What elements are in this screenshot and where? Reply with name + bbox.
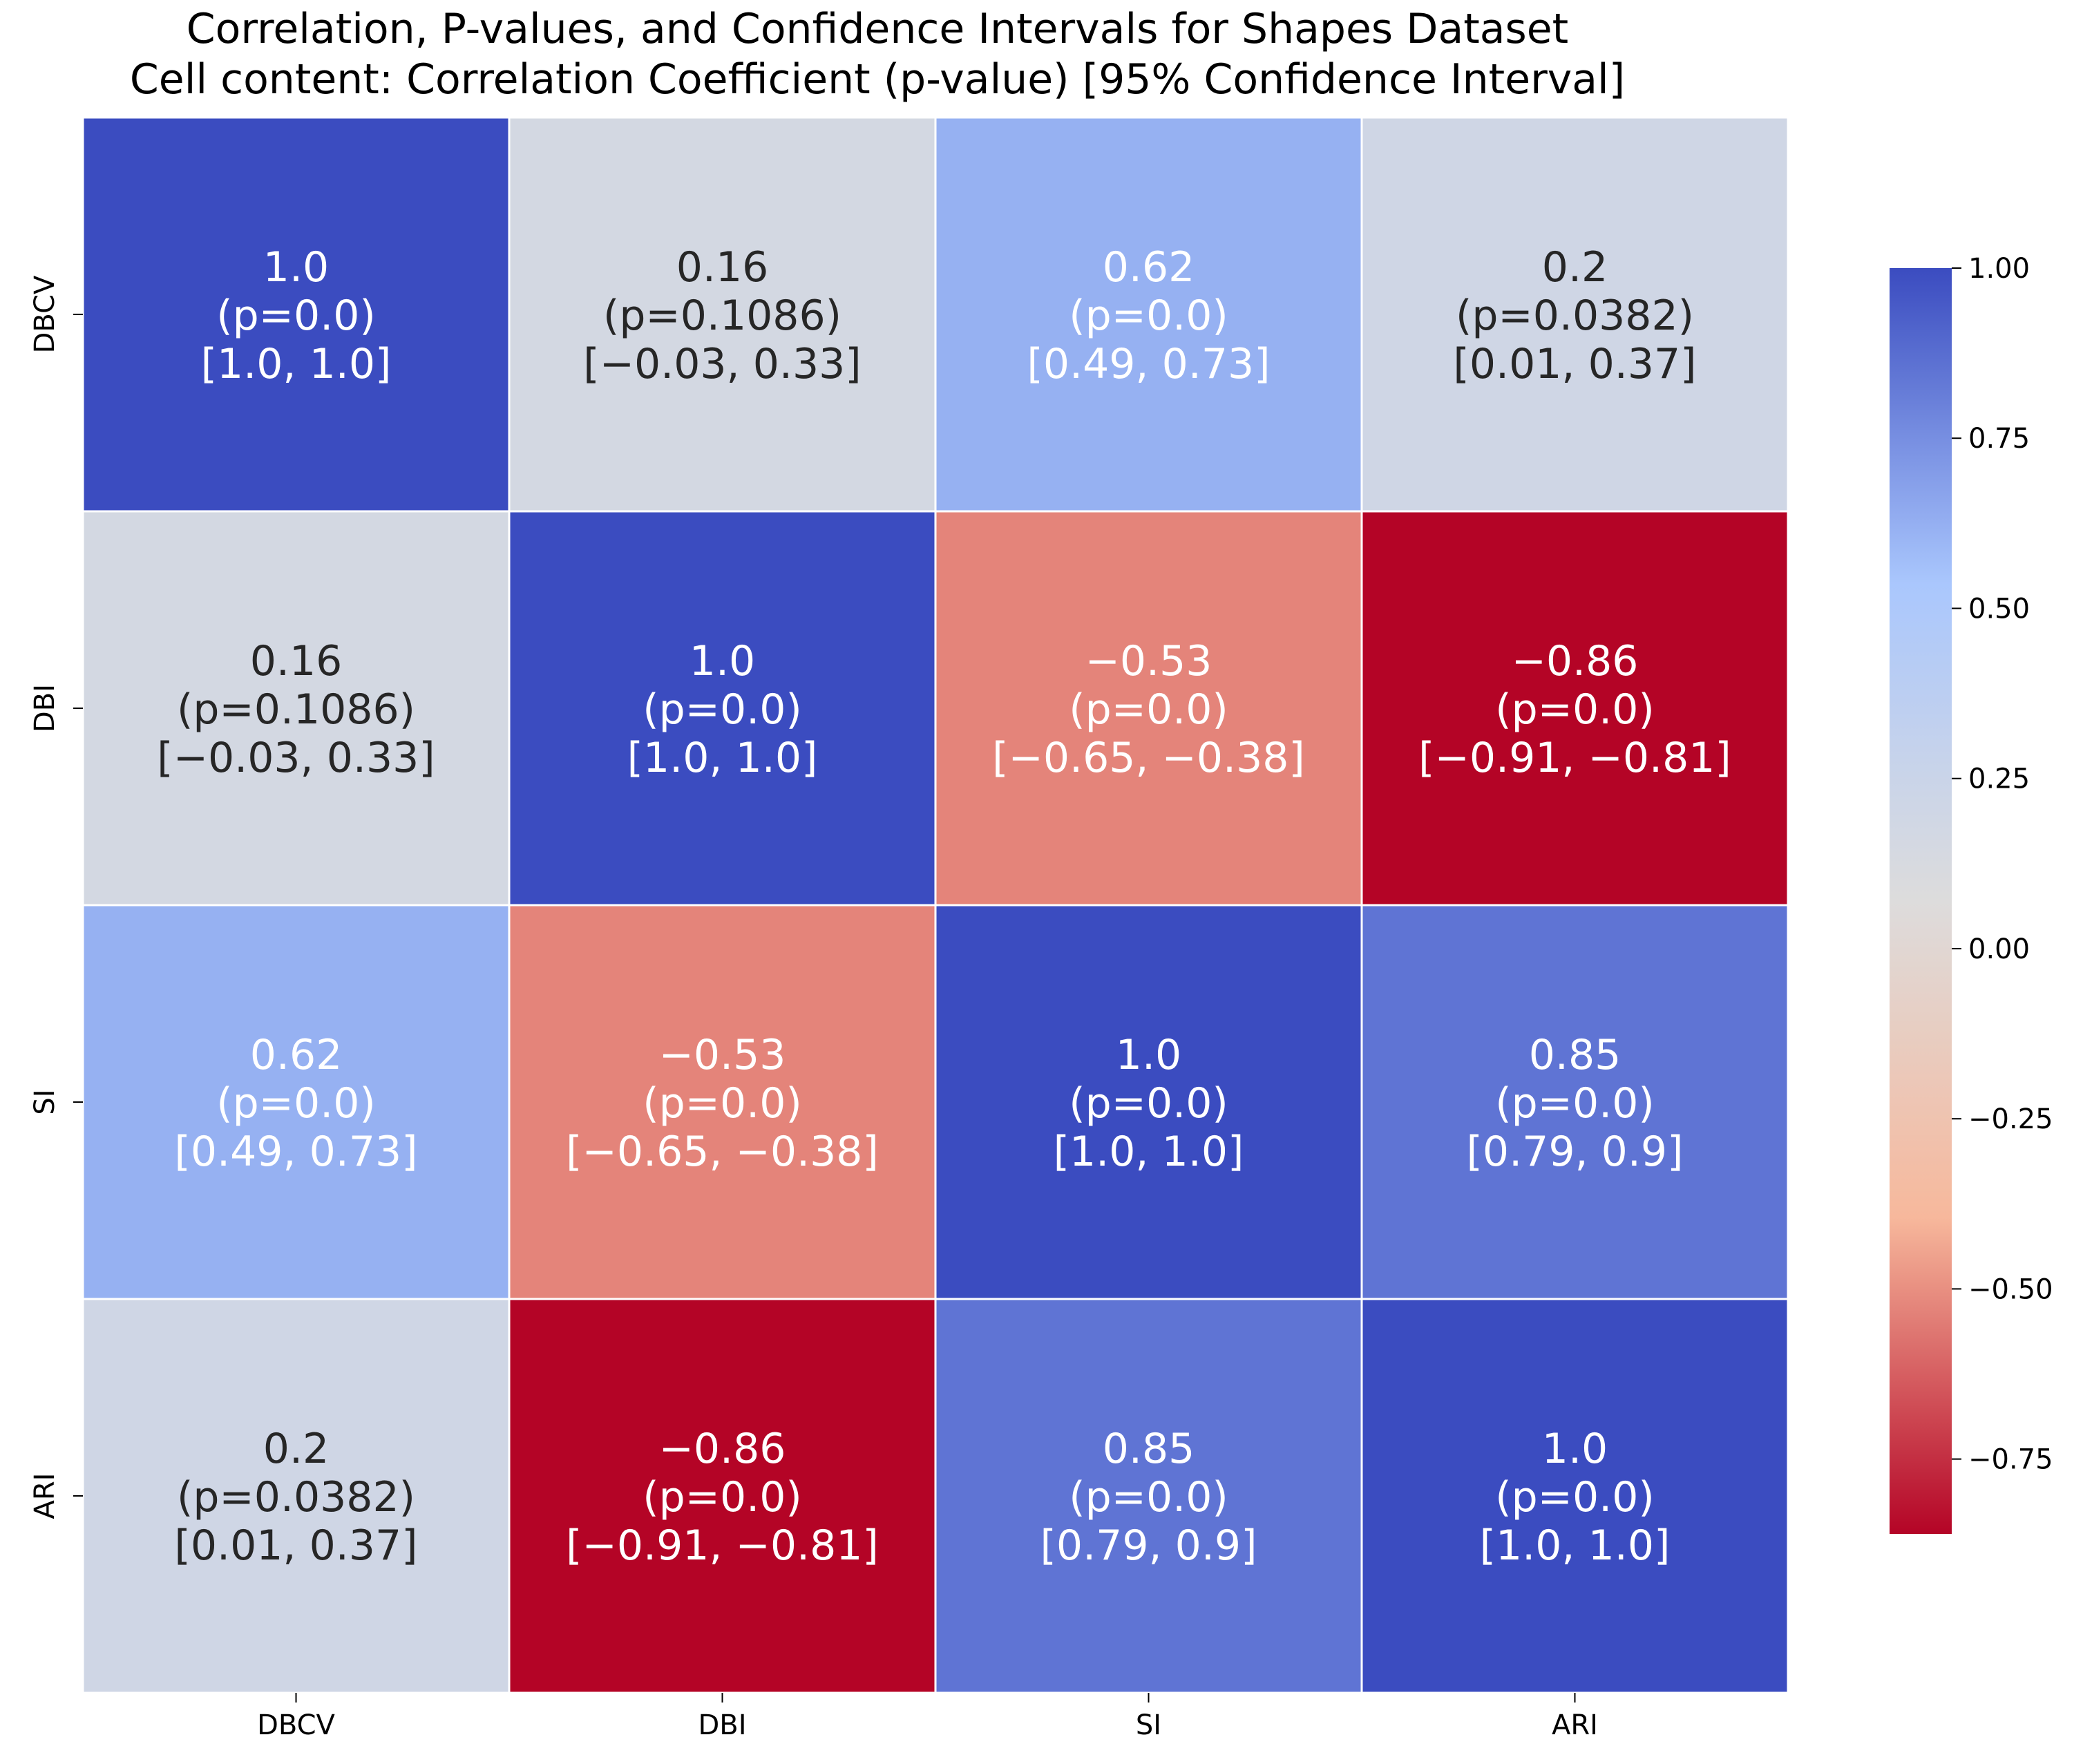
cell-confidence-interval: [1.0, 1.0] — [1480, 1521, 1671, 1570]
cell-confidence-interval: [0.49, 0.73] — [174, 1128, 417, 1176]
heatmap-cell — [1360, 1298, 1789, 1694]
cell-coefficient: −0.53 — [1085, 637, 1212, 685]
colorbar: 1.00 0.75 0.50 0.25 0.00 −0.25 −0.50 −0.75 — [1890, 253, 2053, 1534]
heatmap-cell — [934, 510, 1363, 907]
cell-confidence-interval: [0.01, 0.37] — [1453, 340, 1696, 388]
cell-confidence-interval: [0.79, 0.9] — [1040, 1521, 1257, 1570]
heatmap-cell — [508, 904, 937, 1300]
cell-confidence-interval: [0.01, 0.37] — [174, 1521, 417, 1570]
cell-coefficient: −0.86 — [1512, 637, 1639, 685]
row-labels: DBCV DBI SI ARI — [29, 275, 83, 1519]
cell-coefficient: −0.86 — [659, 1425, 786, 1473]
cell-coefficient: 0.62 — [1103, 243, 1195, 292]
cell-confidence-interval: [0.49, 0.73] — [1027, 340, 1270, 388]
cell-p-value: (p=0.0) — [216, 292, 376, 340]
x-tick-label: DBCV — [257, 1709, 335, 1741]
cell-p-value: (p=0.1086) — [603, 292, 841, 340]
heatmap-cell — [82, 1298, 511, 1694]
cell-p-value: (p=0.0) — [1069, 292, 1228, 340]
cell-p-value: (p=0.0) — [216, 1079, 376, 1128]
cell-coefficient: −0.53 — [659, 1031, 786, 1079]
heatmap-cell — [1360, 904, 1789, 1300]
cell-confidence-interval: [0.79, 0.9] — [1467, 1128, 1684, 1176]
heatmap-cell — [508, 1298, 937, 1694]
cell-coefficient: 1.0 — [263, 243, 329, 292]
cell-p-value: (p=0.0) — [1495, 1473, 1655, 1521]
title-line-2: Cell content: Correlation Coefficient (p… — [130, 55, 1625, 104]
cell-p-value: (p=0.0382) — [177, 1473, 415, 1521]
x-tick-label: SI — [1136, 1709, 1161, 1741]
cell-coefficient: 1.0 — [689, 637, 755, 685]
colorbar-tick-label: 0.25 — [1968, 764, 2030, 795]
x-tick-label: DBI — [698, 1709, 746, 1741]
x-tick-label: ARI — [1552, 1709, 1598, 1741]
colorbar-tick-label: 0.75 — [1968, 423, 2030, 455]
cell-confidence-interval: [−0.65, −0.38] — [566, 1128, 879, 1176]
cell-coefficient: 0.16 — [676, 243, 769, 292]
cell-p-value: (p=0.0) — [1495, 1079, 1655, 1128]
cell-p-value: (p=0.0) — [643, 1473, 802, 1521]
cell-coefficient: 1.0 — [1116, 1031, 1181, 1079]
cell-coefficient: 0.85 — [1529, 1031, 1621, 1079]
colorbar-tick-label: 0.50 — [1968, 593, 2030, 625]
colorbar-tick-label: 0.00 — [1968, 933, 2030, 965]
heatmap-cells: 1.0(p=0.0)[1.0, 1.0]0.16(p=0.1086)[−0.03… — [82, 116, 1789, 1694]
cell-coefficient: 1.0 — [1542, 1425, 1608, 1473]
colorbar-tick-label: −0.50 — [1968, 1273, 2053, 1305]
heatmap-cell — [934, 1298, 1363, 1694]
cell-p-value: (p=0.0) — [1069, 1473, 1228, 1521]
cell-confidence-interval: [−0.03, 0.33] — [157, 734, 435, 782]
cell-p-value: (p=0.0) — [1495, 685, 1655, 734]
heatmap-cell — [934, 904, 1363, 1300]
cell-coefficient: 0.16 — [250, 637, 343, 685]
cell-p-value: (p=0.1086) — [177, 685, 415, 734]
cell-coefficient: 0.62 — [250, 1031, 343, 1079]
heatmap-cell — [508, 510, 937, 907]
heatmap-cell — [508, 116, 937, 513]
cell-p-value: (p=0.0) — [1069, 1079, 1228, 1128]
y-tick-label: DBI — [29, 684, 61, 732]
cell-coefficient: 0.85 — [1103, 1425, 1195, 1473]
cell-confidence-interval: [−0.65, −0.38] — [992, 734, 1305, 782]
cell-p-value: (p=0.0) — [643, 685, 802, 734]
cell-coefficient: 0.2 — [263, 1425, 329, 1473]
cell-confidence-interval: [1.0, 1.0] — [627, 734, 818, 782]
colorbar-tick-label: 1.00 — [1968, 253, 2030, 285]
cell-confidence-interval: [−0.91, −0.81] — [566, 1521, 879, 1570]
column-labels: DBCV DBI SI ARI — [257, 1693, 1598, 1741]
y-tick-label: DBCV — [29, 275, 61, 353]
colorbar-tick-label: −0.25 — [1968, 1103, 2053, 1135]
cell-confidence-interval: [−0.03, 0.33] — [583, 340, 861, 388]
colorbar-gradient — [1890, 268, 1952, 1534]
cell-confidence-interval: [1.0, 1.0] — [1054, 1128, 1244, 1176]
chart-title: Correlation, P-values, and Confidence In… — [130, 5, 1625, 104]
cell-confidence-interval: [−0.91, −0.81] — [1418, 734, 1731, 782]
y-tick-label: ARI — [29, 1473, 61, 1519]
cell-p-value: (p=0.0) — [1069, 685, 1228, 734]
title-line-1: Correlation, P-values, and Confidence In… — [187, 5, 1568, 53]
heatmap-cell — [1360, 510, 1789, 907]
cell-p-value: (p=0.0382) — [1456, 292, 1694, 340]
y-tick-label: SI — [29, 1089, 61, 1115]
cell-p-value: (p=0.0) — [643, 1079, 802, 1128]
cell-coefficient: 0.2 — [1542, 243, 1608, 292]
cell-confidence-interval: [1.0, 1.0] — [201, 340, 392, 388]
heatmap-cell — [1360, 116, 1789, 513]
colorbar-tick-label: −0.75 — [1968, 1444, 2053, 1476]
